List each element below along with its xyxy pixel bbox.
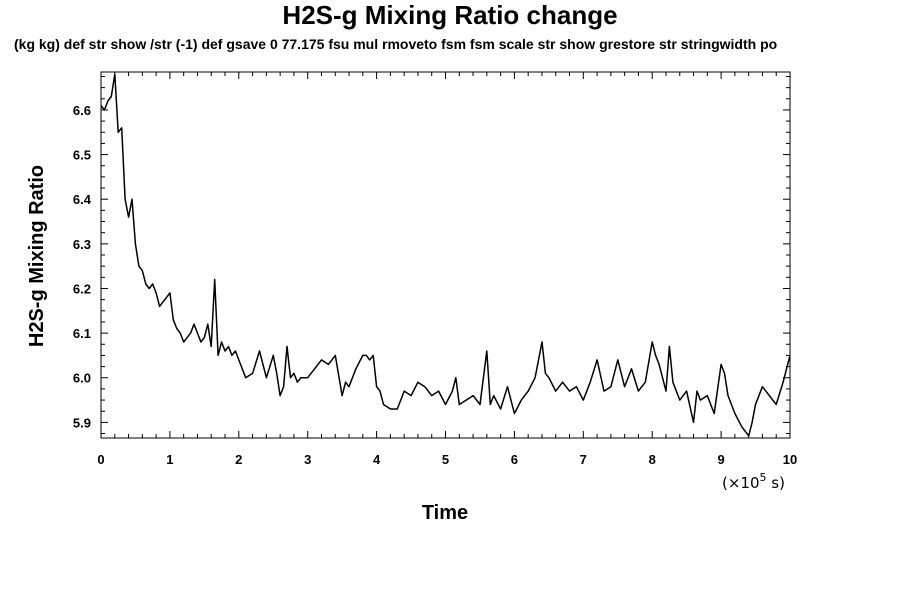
y-tick-label: 6.4 (73, 192, 92, 207)
x-tick-label: 7 (580, 452, 587, 467)
x-axis: 0 1 2 3 4 5 6 7 8 9 10 (97, 72, 797, 467)
x-tick-label: 3 (304, 452, 311, 467)
x-tick-label: 2 (235, 452, 242, 467)
chart-title: H2S-g Mixing Ratio change (282, 0, 618, 30)
y-tick-label: 6.2 (73, 281, 91, 296)
x-axis-title: Time (422, 502, 468, 524)
x-tick-label: 1 (166, 452, 173, 467)
x-tick-label: 0 (97, 452, 104, 467)
y-axis: 5.9 6.0 6.1 6.2 6.3 6.4 6.5 6.6 (73, 75, 790, 435)
y-tick-label: 5.9 (73, 415, 91, 430)
x-tick-label: 6 (511, 452, 518, 467)
y-tick-label: 6.0 (73, 371, 91, 386)
y-tick-label: 6.3 (73, 237, 91, 252)
series-line (100, 73, 791, 437)
y-tick-label: 6.5 (73, 148, 91, 163)
chart-subtitle: (kg kg) def str show /str (-1) def gsave… (14, 36, 778, 52)
x-axis-unit-label: (×105 s) (722, 471, 785, 492)
y-axis-title: H2S-g Mixing Ratio (26, 165, 48, 347)
y-tick-label: 6.1 (73, 326, 91, 341)
y-tick-label: 6.6 (73, 103, 91, 118)
x-tick-label: 9 (717, 452, 724, 467)
x-tick-label: 10 (783, 452, 797, 467)
x-tick-label: 4 (373, 452, 381, 467)
x-tick-label: 5 (442, 452, 449, 467)
plot-area-frame (100, 71, 791, 439)
x-tick-label: 8 (649, 452, 656, 467)
